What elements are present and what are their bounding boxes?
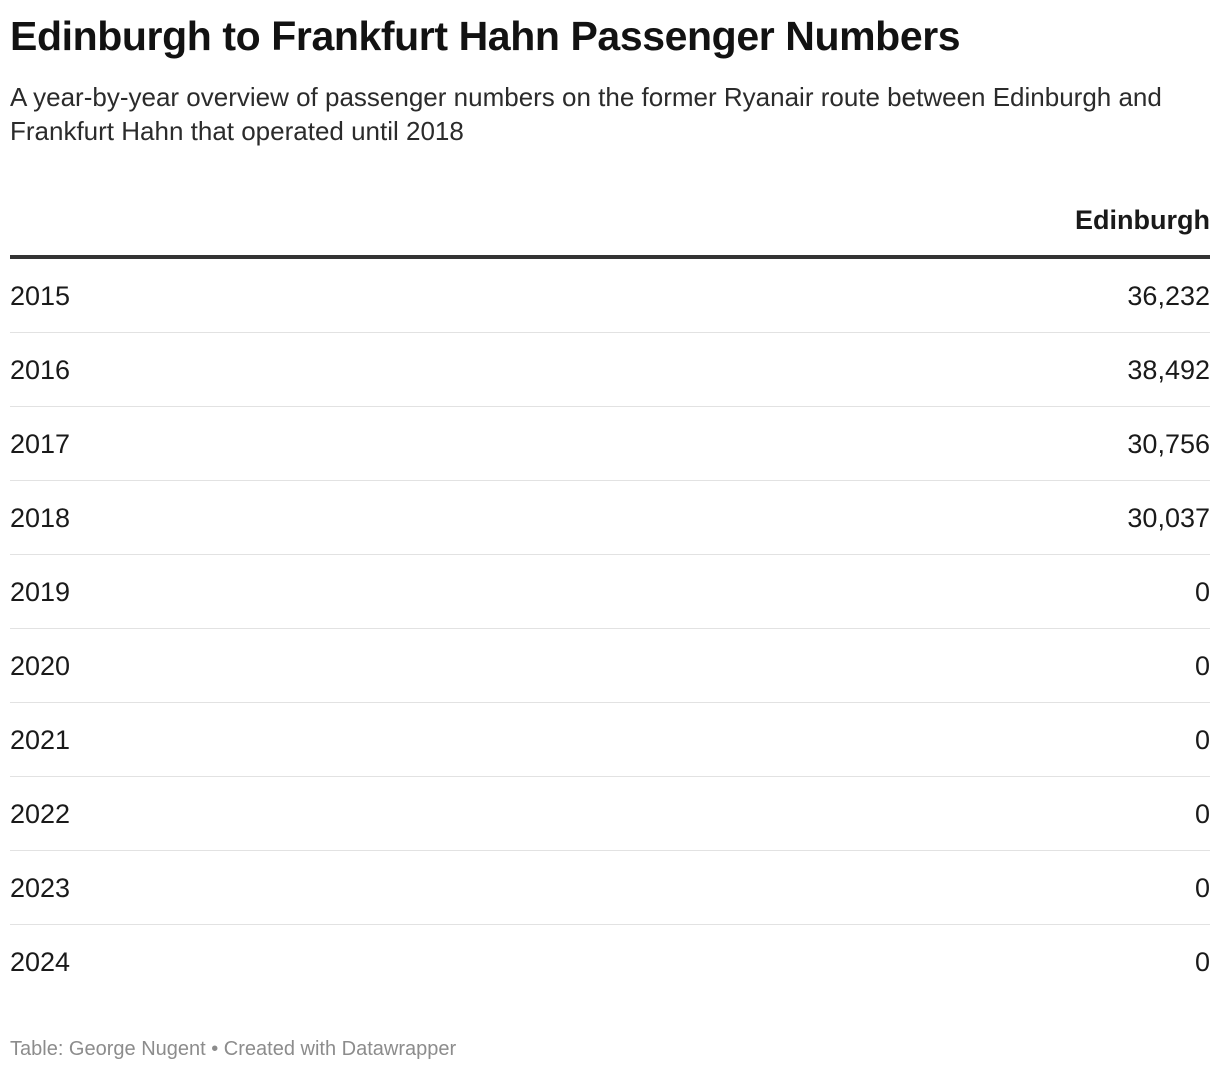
row-value: 36,232: [1127, 281, 1210, 311]
row-year: 2022: [10, 799, 71, 829]
data-table: Edinburgh 2015 36,232 2016 38,492 2017 30,756…: [10, 196, 1210, 998]
table-body: 2015 36,232 2016 38,492 2017 30,756 2018 30,037…: [10, 259, 1210, 998]
row-value: 0: [1194, 651, 1210, 681]
row-year: 2019: [10, 577, 71, 607]
chart-container: Edinburgh to Frankfurt Hahn Passenger Nu…: [10, 0, 1210, 977]
row-value: 0: [1194, 947, 1210, 977]
table-row: 2017 30,756: [10, 407, 1210, 481]
table-row: 2022 0: [10, 777, 1210, 851]
source-footer: Table: George Nugent • Created with Data…: [10, 1038, 457, 1060]
table-row: 2021 0: [10, 703, 1210, 777]
column-header-edinburgh: Edinburgh: [1075, 205, 1210, 235]
row-year: 2017: [10, 429, 71, 459]
row-year: 2016: [10, 355, 71, 385]
row-value: 30,756: [1127, 429, 1210, 459]
table-row: 2020 0: [10, 629, 1210, 703]
table-header: Edinburgh: [10, 196, 1210, 259]
chart-subtitle: A year-by-year overview of passenger num…: [10, 82, 1162, 146]
row-value: 0: [1194, 799, 1210, 829]
table-row: 2019 0: [10, 555, 1210, 629]
row-value: 30,037: [1127, 503, 1210, 533]
row-value: 38,492: [1127, 355, 1210, 385]
table-row: 2024 0: [10, 925, 1210, 998]
row-value: 0: [1194, 577, 1210, 607]
table-row: 2016 38,492: [10, 333, 1210, 407]
chart-title: Edinburgh to Frankfurt Hahn Passenger Nu…: [10, 13, 961, 59]
row-value: 0: [1194, 725, 1210, 755]
row-year: 2021: [10, 725, 71, 755]
table-row: 2023 0: [10, 851, 1210, 925]
row-year: 2020: [10, 651, 71, 681]
row-year: 2018: [10, 503, 71, 533]
table-row: 2018 30,037: [10, 481, 1210, 555]
table-row: 2015 36,232: [10, 259, 1210, 333]
row-value: 0: [1194, 873, 1210, 903]
row-year: 2023: [10, 873, 71, 903]
row-year: 2015: [10, 281, 71, 311]
row-year: 2024: [10, 947, 71, 977]
